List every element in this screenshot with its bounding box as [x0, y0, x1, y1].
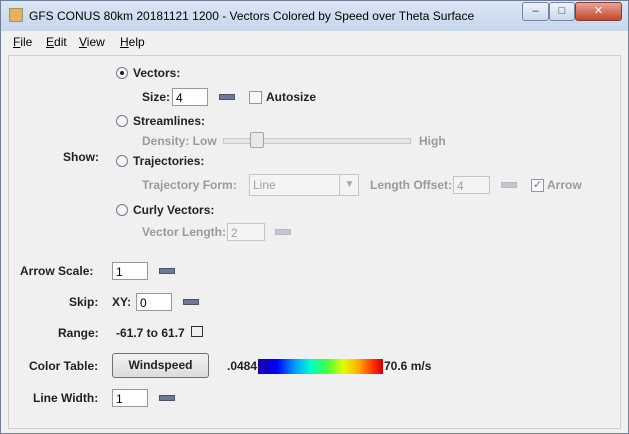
- close-button[interactable]: ✕: [575, 2, 622, 21]
- skip-label: Skip:: [69, 295, 99, 309]
- menu-item[interactable]: File: [13, 35, 33, 49]
- skip-input[interactable]: 0: [136, 293, 172, 311]
- trajectory-form-label: Trajectory Form:: [142, 178, 237, 192]
- combo-arrow[interactable]: ▼: [339, 175, 359, 195]
- color-bar: [258, 359, 383, 374]
- radio-trajectories[interactable]: [116, 155, 128, 167]
- arrow-label: Arrow: [547, 178, 582, 192]
- vector-length-label: Vector Length:: [142, 225, 227, 239]
- length-offset-input[interactable]: 4: [453, 176, 490, 194]
- arrow-scale-input[interactable]: 1: [112, 262, 148, 280]
- length-offset-label: Length Offset:: [370, 178, 452, 192]
- minimize-button[interactable]: –: [522, 2, 549, 21]
- range-label: Range:: [58, 326, 99, 340]
- slider-icon[interactable]: [159, 268, 175, 274]
- window-title: GFS CONUS 80km 20181121 1200 - Vectors C…: [29, 9, 475, 23]
- line-width-label: Line Width:: [33, 391, 99, 405]
- vectors-label: Vectors:: [133, 66, 181, 80]
- show-label: Show:: [63, 150, 99, 164]
- arrow-checkbox[interactable]: ✓: [531, 179, 544, 192]
- color-min-label: .0484: [227, 359, 258, 373]
- menu-item[interactable]: Help: [120, 35, 145, 49]
- xy-label: XY:: [112, 295, 132, 309]
- high-label: High: [419, 134, 446, 148]
- radio-streamlines[interactable]: [116, 115, 128, 127]
- slider-thumb[interactable]: [250, 132, 264, 148]
- slider-icon[interactable]: [501, 182, 517, 188]
- density-slider[interactable]: [223, 138, 411, 144]
- radio-curly-vectors[interactable]: [116, 204, 128, 216]
- app-icon: [9, 8, 23, 22]
- streamlines-label: Streamlines:: [133, 114, 206, 128]
- menu-item[interactable]: Edit: [46, 35, 67, 49]
- trajectories-label: Trajectories:: [133, 154, 205, 168]
- size-input[interactable]: 4: [172, 88, 208, 106]
- radio-vectors[interactable]: [116, 67, 128, 79]
- maximize-button[interactable]: □: [549, 2, 575, 21]
- content-panel: [8, 55, 621, 429]
- line-width-input[interactable]: 1: [112, 389, 148, 407]
- density-label: Density: Low: [142, 134, 217, 148]
- curly-vectors-label: Curly Vectors:: [133, 203, 215, 217]
- slider-icon[interactable]: [219, 94, 235, 100]
- range-value: -61.7 to 61.7: [116, 326, 185, 340]
- slider-icon[interactable]: [159, 395, 175, 401]
- color-table-button[interactable]: Windspeed: [112, 353, 209, 378]
- arrow-scale-label: Arrow Scale:: [20, 264, 94, 278]
- color-max-label: 70.6 m/s: [384, 359, 432, 373]
- trajectory-form-combo[interactable]: Line: [249, 174, 359, 196]
- edit-range-icon[interactable]: [191, 326, 203, 337]
- menu-item[interactable]: View: [79, 35, 105, 49]
- color-table-label: Color Table:: [29, 359, 99, 373]
- autosize-checkbox[interactable]: [249, 91, 262, 104]
- size-label: Size:: [142, 90, 171, 104]
- vector-length-input[interactable]: 2: [227, 223, 265, 241]
- slider-icon[interactable]: [275, 229, 291, 235]
- title-bar: GFS CONUS 80km 20181121 1200 - Vectors C…: [1, 1, 628, 31]
- autosize-label: Autosize: [266, 90, 317, 104]
- slider-icon[interactable]: [183, 299, 199, 305]
